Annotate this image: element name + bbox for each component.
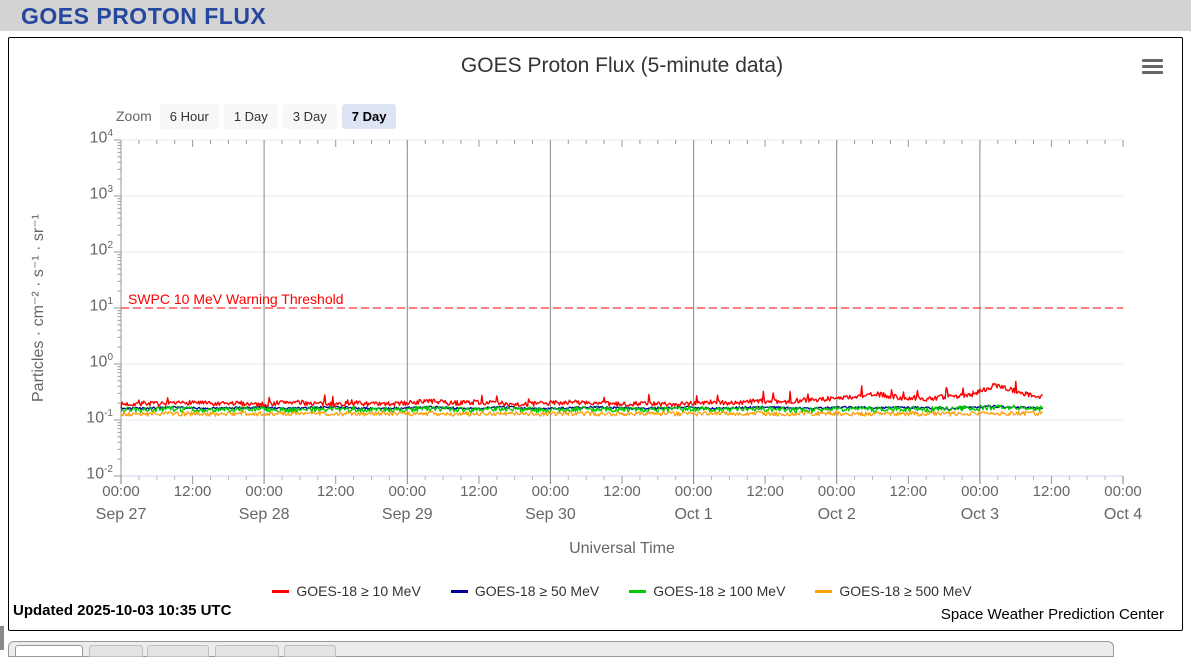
legend-label: GOES-18 ≥ 10 MeV — [296, 583, 421, 599]
y-tick-label: 10-1 — [86, 408, 113, 427]
next-section-panel-cutoff — [8, 641, 1114, 657]
cutoff-button[interactable] — [147, 645, 209, 657]
legend-marker — [629, 589, 647, 593]
y-axis-title: Particles · cm⁻² · s⁻¹ · sr⁻¹ — [30, 214, 47, 402]
legend-item-goes-18-50-mev[interactable]: GOES-18 ≥ 50 MeV — [450, 583, 600, 599]
zoom-label: Zoom — [116, 108, 152, 124]
y-tick-label: 104 — [89, 128, 113, 147]
y-tick-label: 103 — [89, 184, 113, 203]
zoom-buttons-group: 6 Hour 1 Day 3 Day 7 Day — [159, 103, 402, 129]
x-tick-label: 00:00 — [102, 483, 140, 500]
legend-marker — [272, 589, 290, 593]
x-tick-label: 00:00 — [961, 483, 999, 500]
x-date-label: Oct 2 — [817, 506, 856, 523]
zoom-button-6-hour[interactable]: 6 Hour — [159, 103, 219, 129]
window-edge-artifact — [0, 626, 4, 650]
hamburger-menu-icon[interactable] — [1142, 59, 1163, 76]
zoom-button-1-day[interactable]: 1 Day — [223, 103, 278, 129]
series-line-goes-18-10-mev[interactable] — [120, 380, 1043, 408]
cutoff-button[interactable] — [284, 645, 336, 657]
hamburger-bar — [1142, 65, 1163, 68]
series-line-goes-18-100-mev[interactable] — [120, 404, 1043, 414]
zoom-button-7-day[interactable]: 7 Day — [341, 103, 397, 129]
x-axis-title: Universal Time — [569, 540, 675, 557]
x-date-label: Sep 29 — [381, 506, 433, 523]
attribution: Space Weather Prediction Center — [940, 606, 1164, 623]
legend-label: GOES-18 ≥ 50 MeV — [474, 583, 600, 599]
legend-marker — [450, 589, 468, 593]
threshold-label: SWPC 10 MeV Warning Threshold — [128, 291, 344, 307]
x-date-label: Oct 4 — [1103, 506, 1143, 523]
page-title: GOES PROTON FLUX — [21, 3, 267, 29]
cutoff-button[interactable] — [215, 645, 279, 657]
x-tick-label: 12:00 — [1032, 483, 1071, 500]
x-date-label: Oct 3 — [960, 506, 999, 523]
y-tick-label: 10-2 — [86, 464, 113, 483]
x-tick-label: 00:00 — [245, 483, 283, 500]
chart-legend: GOES-18 ≥ 10 MeV GOES-18 ≥ 50 MeV GOES-18 … — [121, 583, 1123, 599]
y-tick-label: 100 — [89, 352, 113, 371]
x-tick-label: 00:00 — [531, 483, 570, 500]
cutoff-button[interactable] — [89, 645, 143, 657]
x-tick-label: 12:00 — [603, 483, 641, 500]
cutoff-button[interactable] — [15, 645, 83, 657]
legend-marker — [815, 589, 833, 593]
x-tick-label: 00:00 — [388, 483, 427, 500]
page-header-bar: GOES PROTON FLUX — [0, 0, 1191, 31]
x-tick-label: 12:00 — [889, 483, 928, 500]
x-date-label: Sep 30 — [525, 506, 576, 523]
x-tick-label: 12:00 — [173, 483, 212, 500]
updated-timestamp: Updated 2025-10-03 10:35 UTC — [13, 602, 232, 619]
x-date-label: Oct 1 — [674, 506, 713, 523]
y-tick-label: 101 — [89, 296, 113, 315]
legend-item-goes-18-100-mev[interactable]: GOES-18 ≥ 100 MeV — [629, 583, 785, 599]
x-tick-label: 00:00 — [1104, 483, 1142, 500]
hamburger-bar — [1142, 71, 1163, 74]
zoom-button-3-day[interactable]: 3 Day — [282, 103, 337, 129]
series-line-goes-18-500-mev[interactable] — [120, 410, 1043, 417]
legend-item-goes-18-10-mev[interactable]: GOES-18 ≥ 10 MeV — [272, 583, 421, 599]
hamburger-bar — [1142, 59, 1163, 62]
legend-item-goes-18-500-mev[interactable]: GOES-18 ≥ 500 MeV — [815, 583, 972, 599]
x-tick-label: 12:00 — [460, 483, 498, 500]
x-tick-label: 12:00 — [316, 483, 355, 500]
x-date-label: Sep 28 — [238, 506, 290, 523]
legend-label: GOES-18 ≥ 500 MeV — [839, 583, 972, 599]
y-tick-label: 102 — [89, 240, 113, 259]
x-date-label: Sep 27 — [95, 506, 147, 523]
range-selector: Zoom 6 Hour 1 Day 3 Day 7 Day — [116, 103, 402, 129]
x-tick-label: 00:00 — [674, 483, 713, 500]
chart-title: GOES Proton Flux (5-minute data) — [460, 54, 784, 77]
x-tick-label: 00:00 — [817, 483, 856, 500]
legend-label: GOES-18 ≥ 100 MeV — [653, 583, 786, 599]
chart-panel — [8, 37, 1183, 631]
x-tick-label: 12:00 — [746, 483, 784, 500]
